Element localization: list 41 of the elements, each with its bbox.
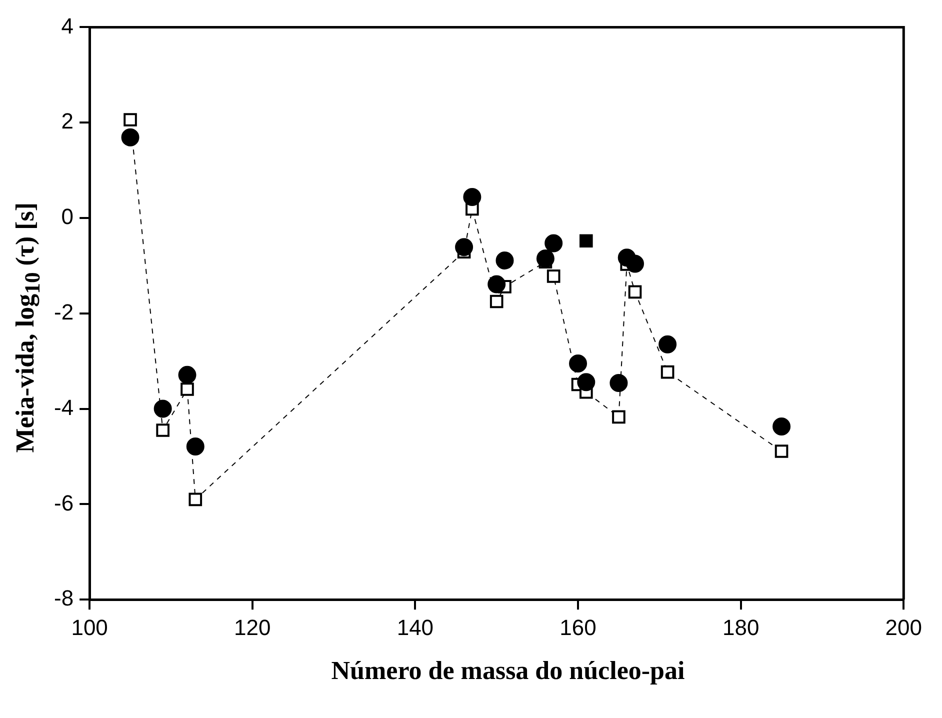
point	[610, 374, 628, 392]
y-tick-label: 0	[61, 204, 74, 230]
point	[178, 366, 196, 384]
x-tick-label: 160	[560, 614, 596, 640]
point	[124, 113, 137, 126]
point	[154, 400, 172, 418]
point	[186, 437, 204, 456]
y-tick-label: -6	[54, 490, 74, 516]
point	[490, 294, 504, 308]
point	[121, 128, 140, 146]
point	[455, 238, 474, 256]
point	[488, 275, 506, 294]
y-tick-label: -4	[54, 394, 74, 420]
x-tick-label: 120	[234, 614, 271, 640]
point	[536, 250, 554, 268]
y-tick-label: -8	[54, 586, 74, 611]
point	[180, 382, 194, 396]
point	[660, 365, 674, 379]
point	[188, 492, 202, 506]
point	[156, 424, 170, 437]
point	[579, 234, 593, 248]
x-tick-label: 100	[71, 614, 108, 640]
point	[772, 417, 791, 436]
point	[463, 188, 482, 206]
point	[612, 410, 626, 424]
point	[658, 335, 677, 354]
y-tick-label: -2	[54, 299, 74, 324]
point	[626, 254, 644, 273]
y-tick-label: 2	[61, 108, 74, 134]
point	[496, 251, 514, 270]
point	[577, 373, 596, 392]
x-tick-label: 200	[885, 614, 922, 640]
x-tick-label: 180	[722, 614, 760, 640]
point	[544, 234, 563, 252]
y-tick-label: 4	[61, 13, 74, 38]
point	[628, 285, 642, 299]
point	[546, 270, 560, 283]
x-axis-title: Número de massa do núcleo-pai	[330, 656, 686, 686]
x-tick-label: 140	[396, 614, 434, 640]
point	[569, 354, 588, 372]
point	[774, 444, 788, 458]
